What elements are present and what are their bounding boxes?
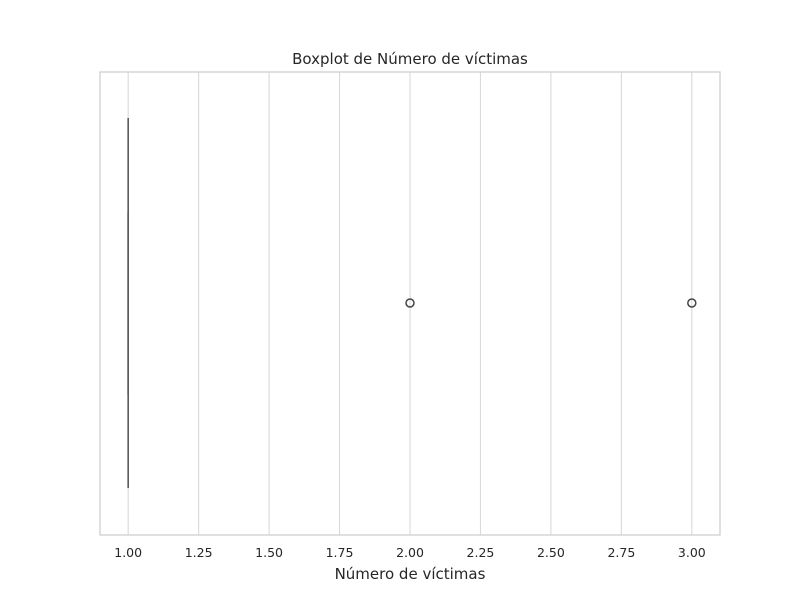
x-tick-label: 1.25 [185, 545, 213, 560]
x-tick-label: 2.00 [396, 545, 424, 560]
chart-title: Boxplot de Número de víctimas [292, 50, 528, 68]
x-tick-labels: 1.00 1.25 1.50 1.75 2.00 2.25 2.50 2.75 3.00 [114, 545, 706, 560]
x-tick-label: 3.00 [678, 545, 706, 560]
x-tick-label: 2.25 [467, 545, 495, 560]
grid [127, 72, 693, 535]
x-axis-label: Número de víctimas [335, 565, 486, 583]
outlier-point [687, 298, 697, 308]
outliers [405, 298, 697, 308]
outlier-point [405, 298, 415, 308]
x-tick-label: 1.75 [326, 545, 354, 560]
x-tick-label: 1.50 [255, 545, 283, 560]
x-tick-label: 2.75 [607, 545, 635, 560]
x-tick-label: 2.50 [537, 545, 565, 560]
plot-frame [99, 71, 721, 536]
x-tick-label: 1.00 [114, 545, 142, 560]
